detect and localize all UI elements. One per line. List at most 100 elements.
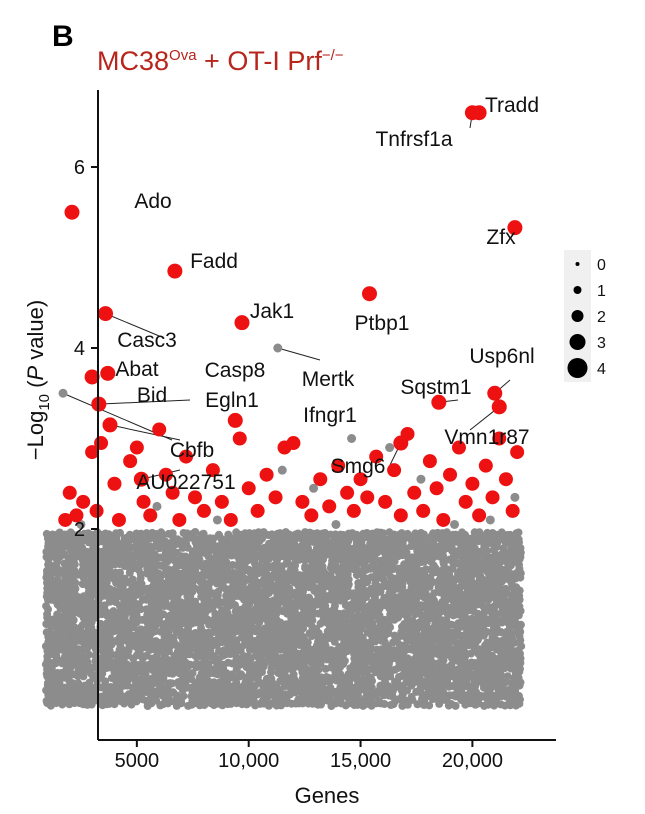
axis-ticks: 5000 10,000 15,000 20,000 2 4 6	[74, 157, 503, 772]
leader-line	[98, 399, 191, 405]
background-point	[239, 595, 248, 604]
ylabel-post: value)	[23, 300, 48, 366]
gene-label-ado: Ado	[134, 190, 171, 213]
gene-point-sqstm1	[431, 394, 447, 410]
gene-point-zfx	[507, 220, 523, 236]
gene-label-smg6: Smg6	[331, 455, 386, 478]
gene-point-smg6	[393, 435, 409, 451]
background-point	[316, 659, 325, 668]
background-point	[241, 622, 250, 631]
background-point	[258, 555, 267, 564]
background-point	[411, 610, 420, 619]
gene-label-cbfb: Cbfb	[170, 439, 214, 462]
legend-label-1: 1	[597, 283, 606, 300]
gene-label-bid: Bid	[137, 384, 167, 407]
background-point	[164, 647, 173, 656]
label-leader-lines	[62, 112, 511, 480]
gene-label-zfx: Zfx	[486, 226, 516, 249]
significant-point	[458, 494, 473, 509]
grey-point	[277, 465, 287, 475]
background-point	[420, 533, 429, 542]
background-point	[79, 672, 88, 681]
significant-point	[165, 485, 180, 500]
significant-point	[214, 494, 229, 509]
significant-point	[143, 508, 158, 523]
background-point	[159, 676, 168, 685]
background-point	[172, 641, 181, 650]
background-point	[307, 632, 316, 640]
size-legend: 0 1 2 3 4	[564, 250, 606, 382]
significant-point	[152, 422, 167, 437]
background-point	[150, 679, 159, 687]
background-point	[492, 542, 501, 551]
background-point	[429, 568, 438, 577]
background-point	[290, 663, 299, 672]
title-middle: + OT-I Prf	[197, 46, 323, 76]
background-point	[386, 623, 395, 632]
gene-label-casc3: Casc3	[117, 329, 177, 352]
background-point	[474, 618, 483, 627]
background-point	[344, 537, 353, 546]
background-point	[136, 560, 145, 569]
significant-point	[58, 512, 73, 527]
significant-point	[465, 476, 480, 491]
background-point	[168, 669, 177, 678]
background-point	[339, 660, 348, 669]
gene-labels: Tradd Tnfrsf1a Ado Zfx Fadd Ptbp1 Jak1 Casc3 Mer…	[115, 94, 539, 494]
background-point	[447, 620, 456, 629]
significant-point	[416, 503, 431, 518]
leader-line	[277, 347, 321, 361]
gene-point-ado	[64, 204, 80, 220]
significant-point	[313, 472, 328, 487]
background-point	[501, 678, 510, 687]
title-base: MC38	[97, 46, 169, 76]
background-point	[361, 659, 370, 668]
background-point	[503, 672, 512, 681]
gene-label-tradd: Tradd	[485, 94, 539, 117]
legend-key-3	[569, 334, 586, 350]
gene-label-ptbp1: Ptbp1	[355, 312, 410, 335]
background-point	[163, 557, 172, 566]
gene-label-ifngr1: Ifngr1	[303, 404, 357, 427]
significant-point	[205, 463, 220, 478]
significant-point	[393, 508, 408, 523]
background-point	[218, 598, 226, 607]
background-point	[514, 611, 523, 620]
background-point	[456, 582, 465, 591]
background-point	[168, 679, 177, 688]
background-point	[191, 528, 200, 536]
significant-point	[107, 476, 122, 491]
background-point	[262, 570, 271, 579]
background-point	[516, 636, 525, 645]
x-tick-label: 20,000	[442, 750, 503, 772]
panel-label: B	[52, 20, 74, 53]
background-point	[70, 560, 79, 569]
grey-points	[58, 343, 520, 529]
background-point	[47, 685, 56, 694]
significant-point	[369, 449, 384, 464]
grey-point	[212, 515, 222, 525]
background-point	[272, 610, 281, 618]
gene-label-sqstm1: Sqstm1	[400, 376, 471, 399]
x-tick-label: 15,000	[330, 750, 391, 772]
gene-point-casc3	[98, 306, 114, 322]
background-point	[87, 623, 96, 632]
y-axis-label: −Log10 (P value)	[23, 300, 53, 460]
gene-label-abat: Abat	[115, 358, 158, 381]
gene-label-egln1: Egln1	[205, 389, 259, 412]
background-point	[389, 700, 398, 709]
significant-point	[94, 436, 109, 451]
gene-point-jak1	[234, 315, 250, 331]
title-superscript-2: −/−	[322, 47, 344, 64]
significant-point	[429, 481, 444, 496]
x-axis-label: Genes	[295, 783, 360, 808]
significant-point	[346, 503, 361, 518]
significant-point	[485, 490, 500, 505]
background-point	[448, 564, 457, 573]
gene-point-bid	[58, 388, 68, 398]
background-point	[439, 551, 447, 560]
background-point	[386, 672, 395, 681]
grey-point	[485, 515, 495, 525]
significant-point	[268, 490, 283, 505]
